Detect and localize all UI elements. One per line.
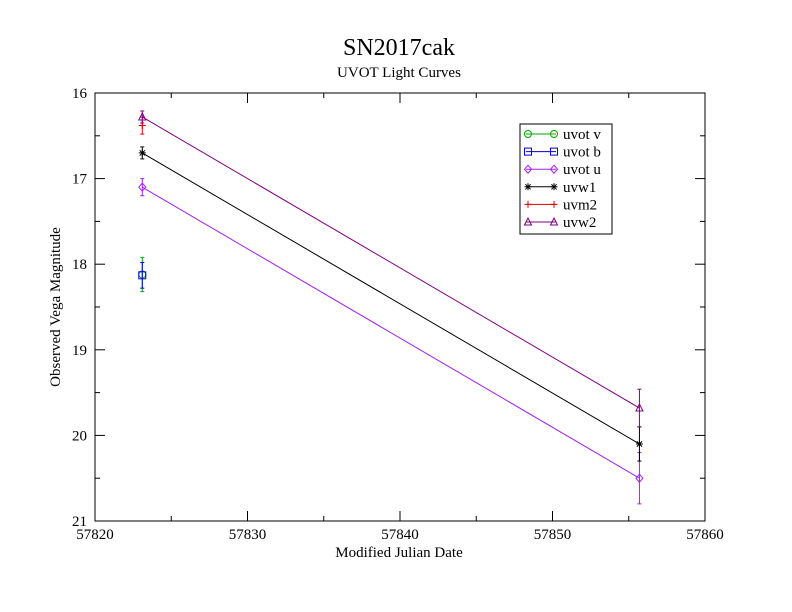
x-tick-label: 57860 [686, 527, 724, 543]
y-tick-label: 18 [72, 257, 87, 273]
series-line [142, 152, 640, 445]
series-line [142, 186, 640, 479]
legend-label: uvm2 [563, 197, 597, 213]
x-tick-label: 57830 [229, 527, 267, 543]
series-uvot-b [138, 261, 147, 289]
data-point [138, 271, 147, 280]
legend-marker [550, 200, 558, 208]
legend-marker [549, 216, 559, 226]
y-tick-label: 16 [72, 86, 88, 102]
legend-label: uvw1 [563, 180, 596, 196]
series-line [142, 116, 640, 409]
series-layer [137, 110, 644, 505]
chart-subtitle: UVOT Light Curves [337, 65, 461, 81]
y-axis-ticks: 16 17 18 19 20 21 [72, 86, 705, 530]
x-tick-label: 57840 [381, 527, 419, 543]
chart-title: SN2017cak [343, 35, 455, 61]
y-tick-label: 20 [72, 428, 87, 444]
y-tick-label: 21 [72, 514, 87, 530]
series-uvw2 [137, 110, 644, 428]
series-uvw1 [138, 146, 643, 462]
x-axis-label: Modified Julian Date [335, 545, 463, 561]
legend-marker [524, 147, 532, 156]
x-axis-ticks: 57820 57830 57840 57850 57860 [76, 93, 724, 543]
y-tick-label: 19 [72, 343, 87, 359]
x-tick-label: 57850 [534, 527, 572, 543]
plot-area-frame [94, 92, 706, 522]
legend-marker [524, 183, 532, 191]
legend-marker [524, 200, 532, 208]
legend-box [519, 123, 613, 235]
y-tick-label: 17 [72, 172, 88, 188]
data-point [138, 182, 147, 192]
data-point [635, 473, 644, 483]
data-point [137, 111, 147, 121]
data-point [635, 440, 643, 448]
legend-label: uvot u [563, 162, 601, 178]
legend-marker [550, 147, 558, 156]
data-point [138, 149, 146, 157]
legend-label: uvot b [563, 145, 601, 161]
x-tick-label: 57820 [76, 527, 114, 543]
legend-marker [550, 130, 558, 138]
legend-marker [549, 164, 559, 174]
y-axis-label: Observed Vega Magnitude [48, 227, 64, 387]
data-point [635, 402, 644, 412]
legend-marker [523, 216, 533, 226]
legend-marker [550, 183, 558, 191]
legend-marker [524, 130, 532, 138]
legend-label: uvw2 [563, 215, 596, 231]
legend-label: uvot v [563, 127, 601, 143]
legend-marker [523, 164, 533, 174]
